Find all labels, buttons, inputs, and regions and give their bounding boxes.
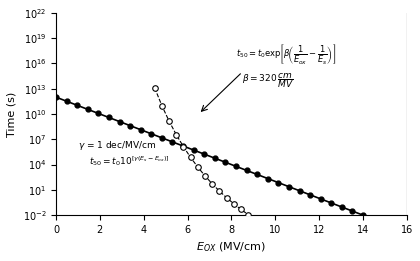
- Y-axis label: Time (s): Time (s): [7, 91, 17, 137]
- Text: $t_{50}=t_0\exp\!\left[\beta\!\left(\dfrac{1}{E_{ox}}-\dfrac{1}{E_s}\right)\righ: $t_{50}=t_0\exp\!\left[\beta\!\left(\dfr…: [236, 43, 336, 67]
- Text: $\gamma$ = 1 dec/MV/cm: $\gamma$ = 1 dec/MV/cm: [78, 139, 156, 152]
- Text: $\beta=320\,\dfrac{cm}{MV}$: $\beta=320\,\dfrac{cm}{MV}$: [242, 71, 294, 90]
- Text: $t_{50}=t_0 10^{[\gamma(E_s-E_{ox})]}$: $t_{50}=t_0 10^{[\gamma(E_s-E_{ox})]}$: [89, 154, 170, 168]
- X-axis label: $E_{OX}$ (MV/cm): $E_{OX}$ (MV/cm): [197, 240, 266, 254]
